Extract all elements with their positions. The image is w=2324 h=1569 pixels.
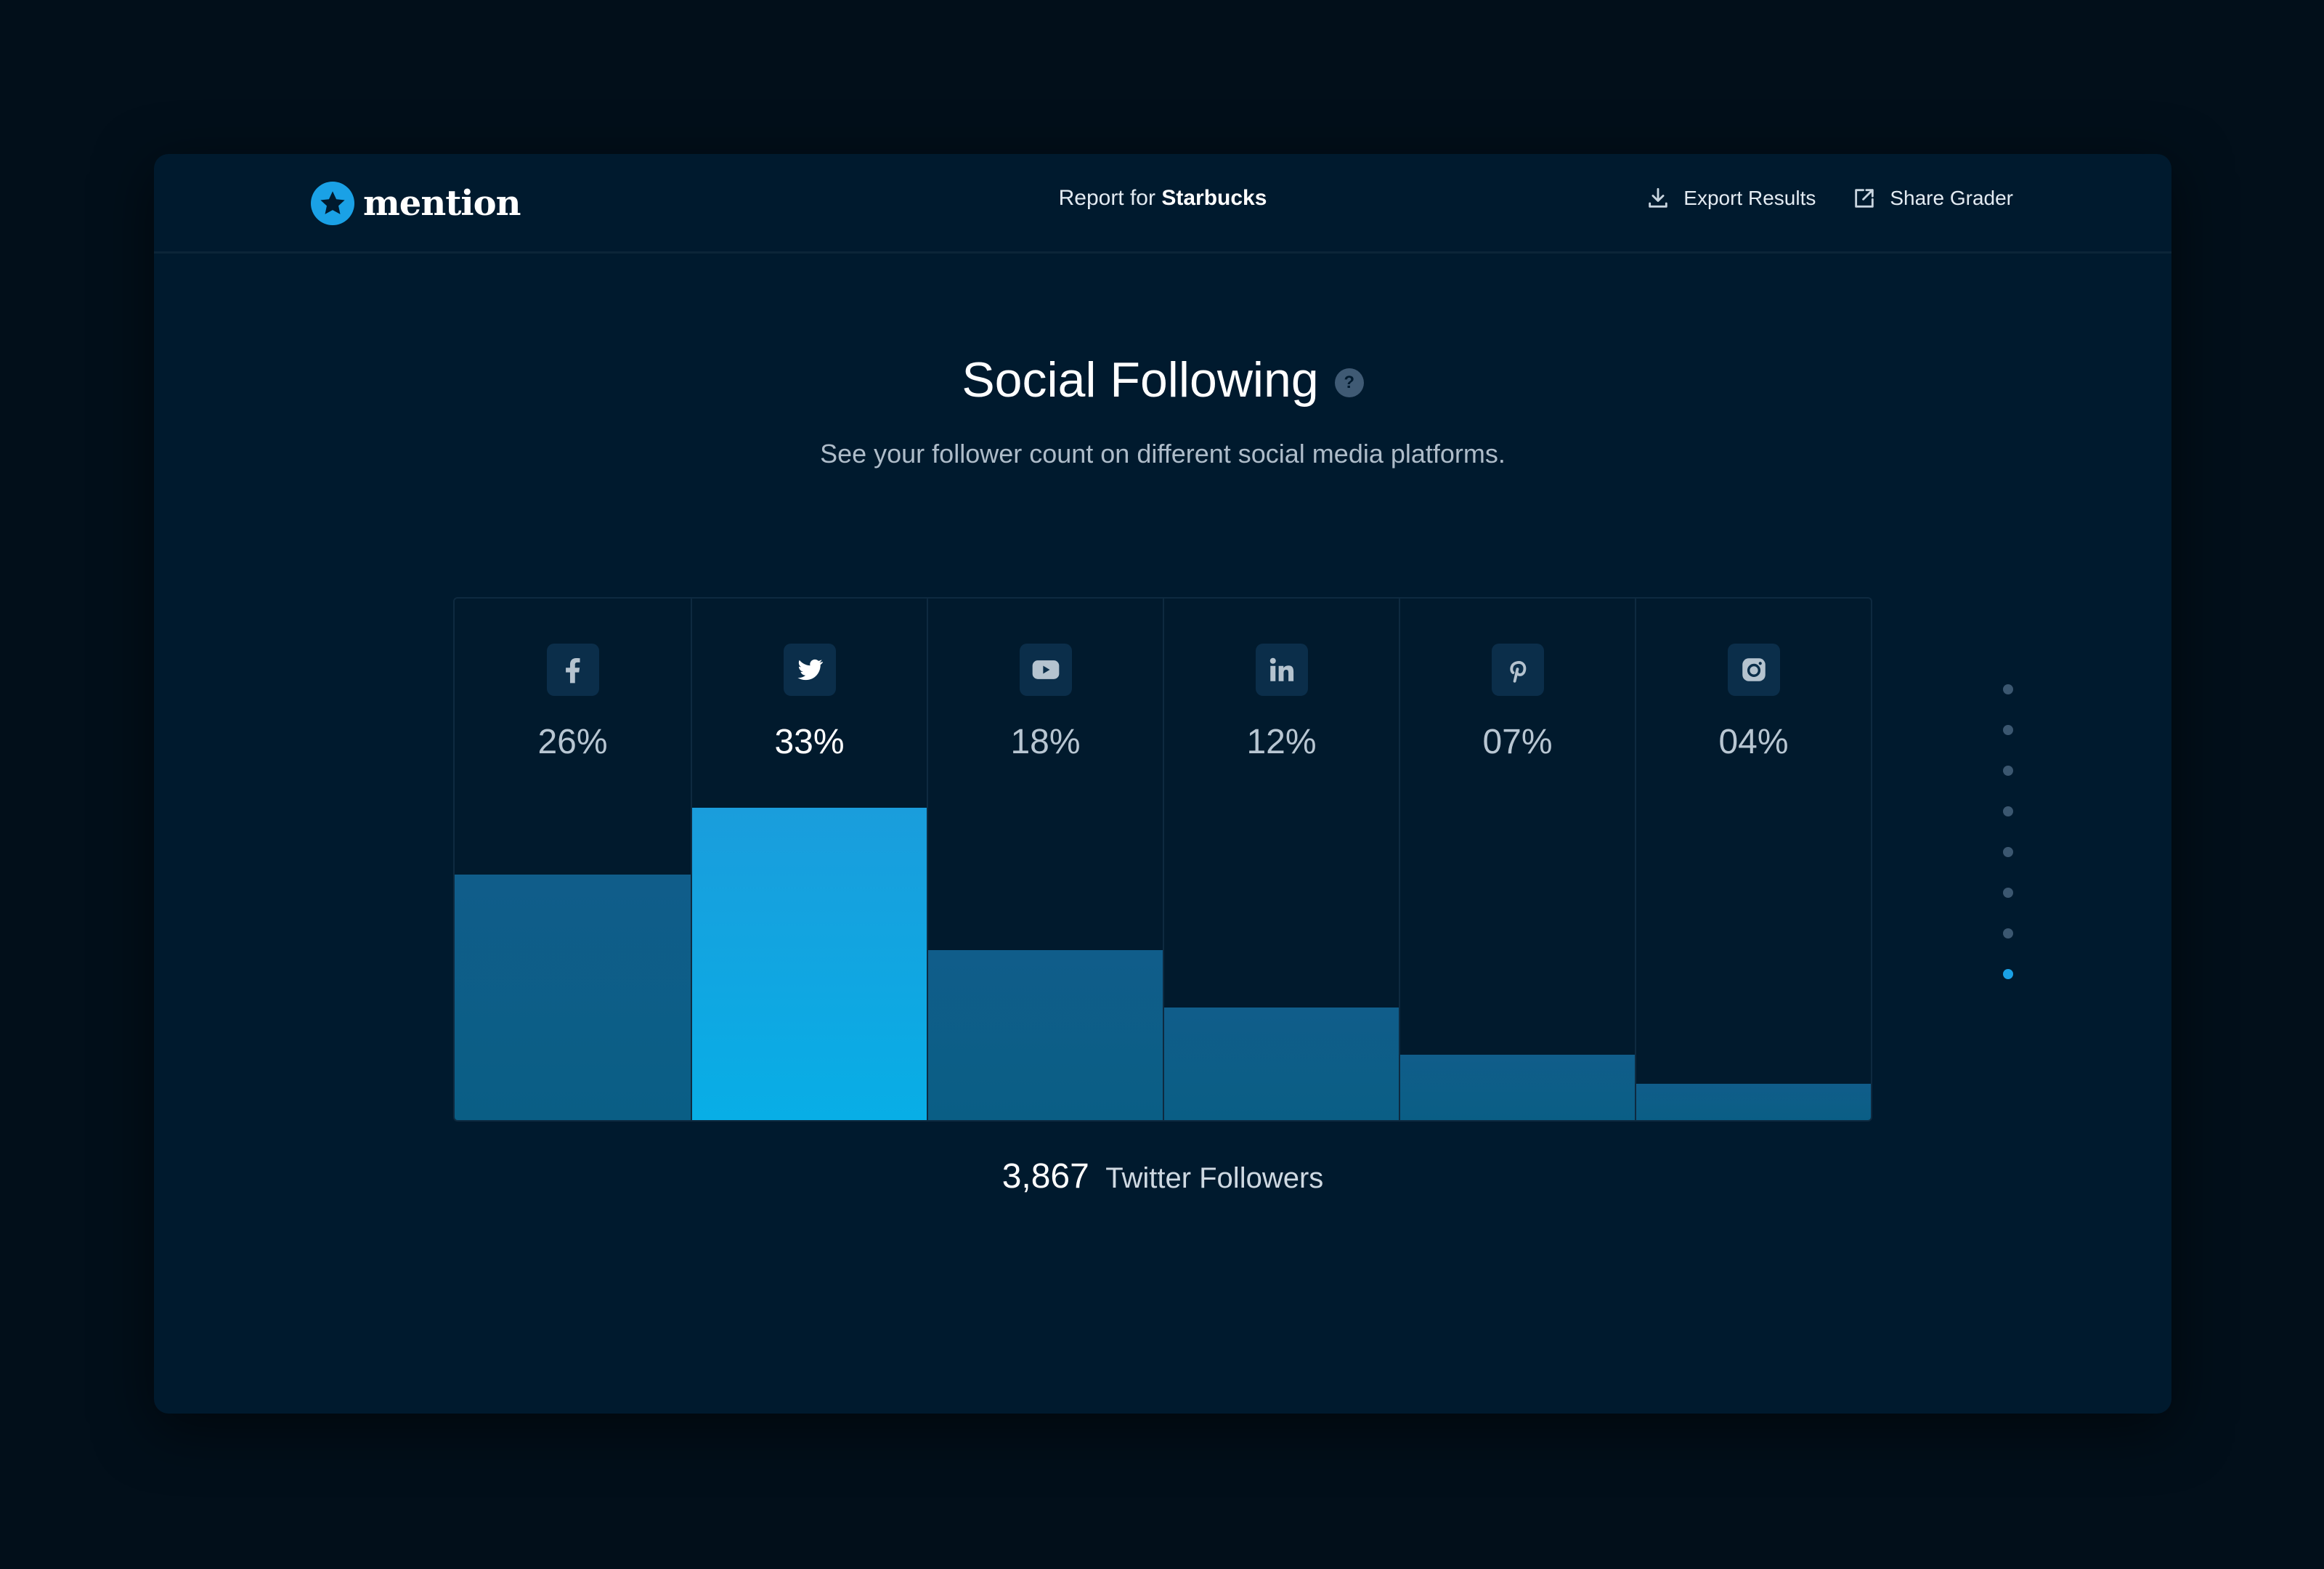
- page-dot-6[interactable]: [2003, 888, 2013, 898]
- section-title-text: Social Following: [962, 352, 1319, 408]
- header-actions: Export Results Share Grader: [1646, 186, 2013, 211]
- page-navigation-dots: [2003, 684, 2018, 1010]
- section-subtitle: See your follower count on different soc…: [820, 439, 1506, 469]
- download-icon: [1649, 187, 1668, 208]
- percentage-label: 26%: [537, 723, 608, 761]
- percentage-label: 18%: [1010, 723, 1081, 761]
- percentage-label: 12%: [1246, 723, 1317, 761]
- linkedin-icon: [1255, 644, 1308, 696]
- chart-column-youtube[interactable]: 18%: [927, 599, 1163, 1120]
- logo-text: mention: [363, 183, 521, 224]
- bar-twitter: [692, 808, 927, 1120]
- section-title: Social Following ?: [154, 352, 2171, 408]
- help-icon[interactable]: ?: [1334, 368, 1364, 397]
- top-bar: mention Report for Starbucks Export Resu…: [154, 154, 2171, 254]
- instagram-icon: [1727, 644, 1780, 696]
- chart-column-instagram[interactable]: 04%: [1635, 599, 1871, 1120]
- percentage-label: 33%: [774, 723, 845, 761]
- bar-facebook: [455, 875, 691, 1120]
- bar-instagram: [1636, 1084, 1871, 1120]
- share-label: Share Grader: [1890, 187, 2013, 209]
- page-dot-1[interactable]: [2003, 684, 2013, 694]
- page-dot-2[interactable]: [2003, 725, 2013, 735]
- bar-pinterest: [1400, 1055, 1635, 1120]
- chart-column-facebook[interactable]: 26%: [455, 599, 691, 1120]
- page-dot-7[interactable]: [2003, 928, 2013, 938]
- brand-name: Starbucks: [1161, 186, 1267, 210]
- chart-column-pinterest[interactable]: 07%: [1399, 599, 1635, 1120]
- youtube-icon: [1019, 644, 1072, 696]
- logo[interactable]: mention: [311, 180, 521, 227]
- twitter-icon: [783, 644, 836, 696]
- followers-count: 3,867: [1001, 1157, 1089, 1196]
- social-following-chart: 26% 33% 18% 12%: [453, 597, 1872, 1122]
- page-dot-3[interactable]: [2003, 766, 2013, 776]
- export-results-button[interactable]: Export Results: [1646, 186, 1816, 211]
- percentage-label: 04%: [1718, 723, 1789, 761]
- pinterest-icon: [1491, 644, 1544, 696]
- followers-label: Twitter Followers: [1105, 1162, 1324, 1194]
- bar-youtube: [928, 950, 1163, 1120]
- facebook-icon: [546, 644, 599, 696]
- star-icon: [311, 182, 354, 225]
- export-label: Export Results: [1683, 187, 1816, 209]
- page-dot-8[interactable]: [2003, 969, 2013, 979]
- chart-column-linkedin[interactable]: 12%: [1163, 599, 1399, 1120]
- percentage-label: 07%: [1482, 723, 1553, 761]
- followers-caption: 3,867 Twitter Followers: [154, 1156, 2171, 1196]
- report-prefix: Report for: [1058, 186, 1155, 210]
- bar-linkedin: [1164, 1008, 1399, 1120]
- report-window: mention Report for Starbucks Export Resu…: [154, 154, 2171, 1414]
- page-dot-4[interactable]: [2003, 806, 2013, 816]
- page-dot-5[interactable]: [2003, 847, 2013, 857]
- report-title: Report for Starbucks: [154, 186, 2171, 211]
- chart-column-twitter[interactable]: 33%: [691, 599, 927, 1120]
- external-link-icon: [1855, 189, 1874, 208]
- share-grader-button[interactable]: Share Grader: [1852, 186, 2013, 211]
